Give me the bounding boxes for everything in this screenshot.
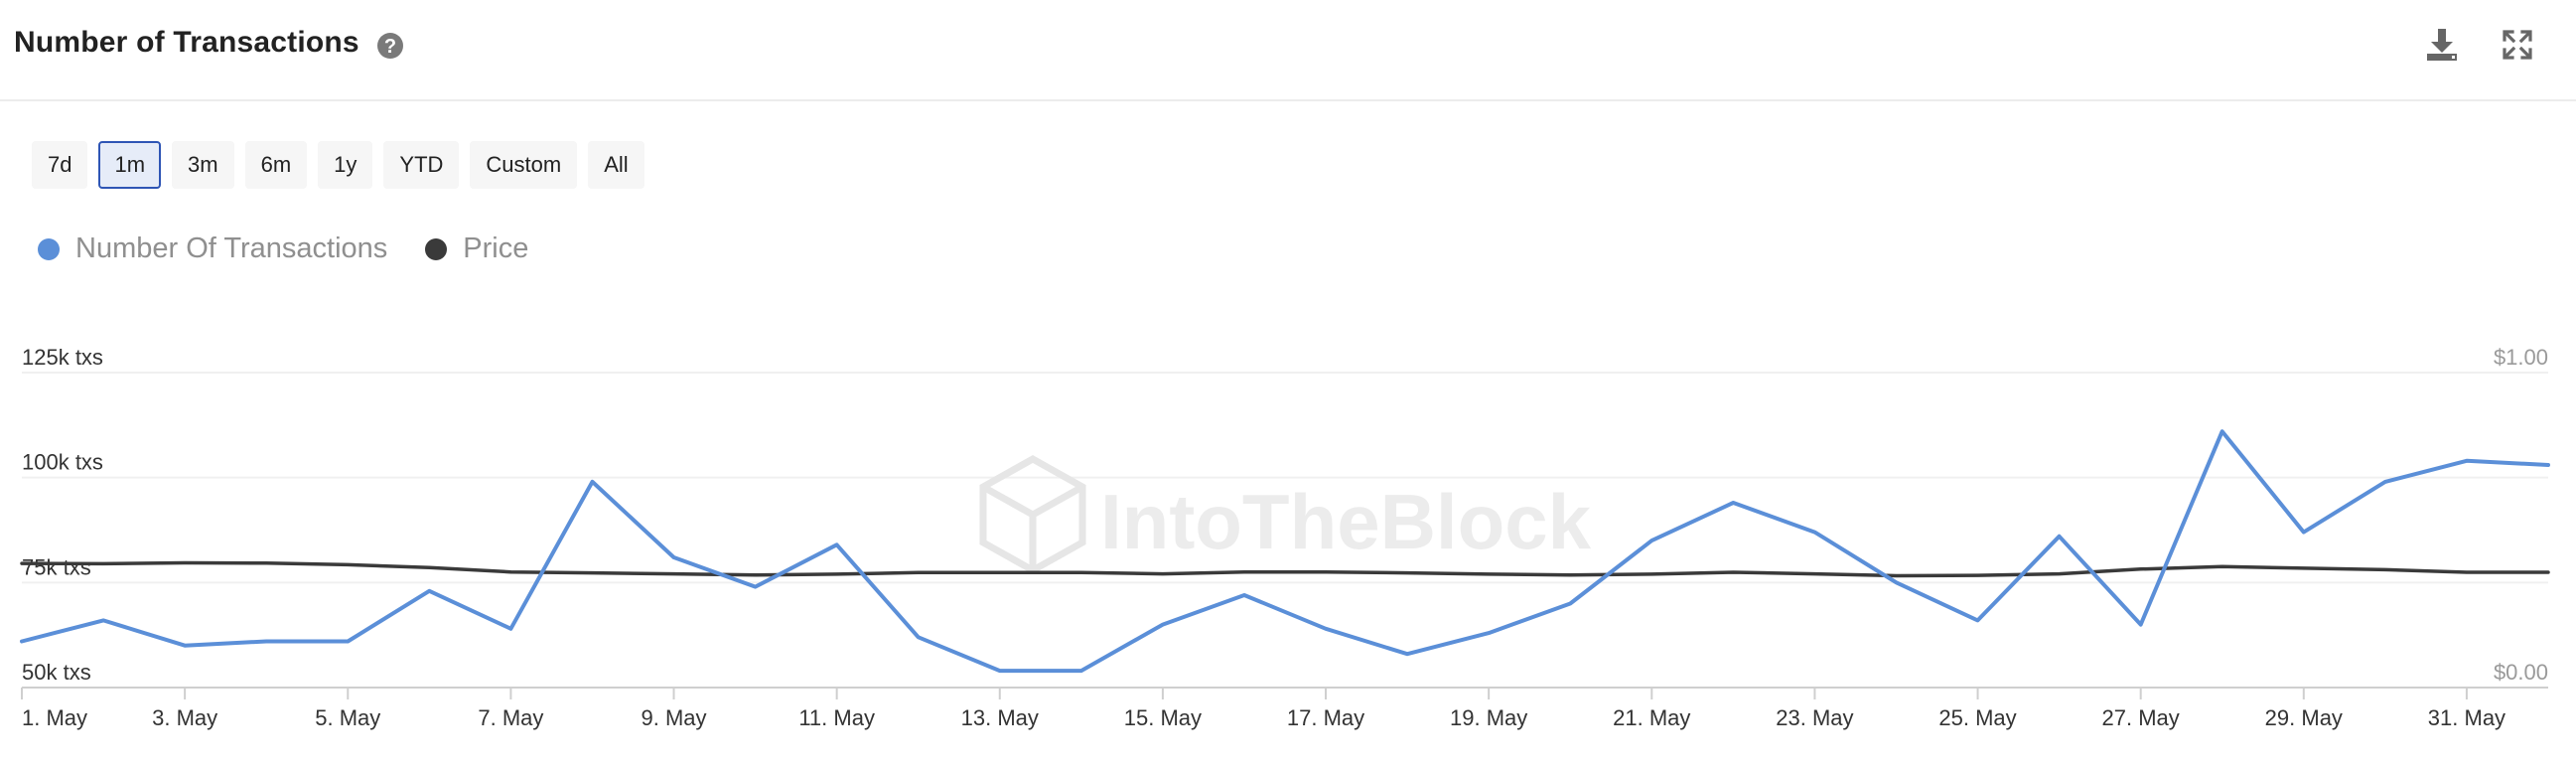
chart-legend: Number Of Transactions Price xyxy=(38,232,566,265)
x-tick-label: 29. May xyxy=(2265,705,2343,730)
legend-dot-price xyxy=(425,237,448,260)
legend-label-price: Price xyxy=(463,232,529,264)
x-tick-label: 5. May xyxy=(315,705,380,730)
x-tick-label: 15. May xyxy=(1124,705,1202,730)
x-tick-label: 7. May xyxy=(478,705,543,730)
y-left-tick-label: 75k txs xyxy=(22,554,91,579)
watermark: IntoTheBlock xyxy=(979,454,1592,575)
legend-item-price[interactable]: Price xyxy=(425,232,528,265)
grid-lines xyxy=(22,372,2548,584)
watermark-text: IntoTheBlock xyxy=(1100,478,1592,565)
x-tick-label: 9. May xyxy=(642,705,707,730)
y-left-tick-label: 100k txs xyxy=(22,450,103,475)
range-selector: 7d 1m 3m 6m 1y YTD Custom All xyxy=(32,141,644,189)
download-icon[interactable] xyxy=(2423,26,2461,64)
series-line-price[interactable] xyxy=(20,560,2550,578)
series-line-transactions[interactable] xyxy=(20,429,2550,674)
axes: 50k txs 75k txs 100k txs 125k txs $0.00 $1.00… xyxy=(21,345,2548,730)
y-left-tick-label: 50k txs xyxy=(22,660,91,685)
range-1m-button[interactable]: 1m xyxy=(98,141,162,189)
y-right-tick-label: $0.00 xyxy=(2494,660,2548,685)
legend-label-transactions: Number Of Transactions xyxy=(75,232,388,264)
series xyxy=(20,429,2550,674)
x-tick-label: 27. May xyxy=(2102,705,2180,730)
range-custom-button[interactable]: Custom xyxy=(470,141,578,189)
legend-dot-transactions xyxy=(38,237,60,260)
y-left-tick-label: 125k txs xyxy=(22,345,103,370)
x-tick-label: 3. May xyxy=(152,705,217,730)
chart-header: Number of Transactions ? xyxy=(0,0,2576,101)
question-circle-icon[interactable]: ? xyxy=(375,31,405,61)
svg-text:?: ? xyxy=(384,36,396,58)
legend-item-transactions[interactable]: Number Of Transactions xyxy=(38,232,387,265)
y-right-tick-label: $1.00 xyxy=(2494,345,2548,370)
range-ytd-button[interactable]: YTD xyxy=(383,141,460,189)
x-tick-label: 1. May xyxy=(22,705,87,730)
range-6m-button[interactable]: 6m xyxy=(244,141,308,189)
x-tick-label: 11. May xyxy=(798,705,875,730)
range-1y-button[interactable]: 1y xyxy=(318,141,373,189)
x-tick-label: 13. May xyxy=(961,705,1039,730)
x-tick-label: 21. May xyxy=(1613,705,1690,730)
x-tick-label: 31. May xyxy=(2428,705,2505,730)
x-tick-label: 23. May xyxy=(1776,705,1853,730)
x-tick-label: 25. May xyxy=(1938,705,2016,730)
expand-icon[interactable] xyxy=(2501,28,2534,62)
x-tick-label: 19. May xyxy=(1450,705,1527,730)
range-all-button[interactable]: All xyxy=(588,141,644,189)
x-tick-label: 17. May xyxy=(1287,705,1364,730)
chart-title: Number of Transactions xyxy=(14,26,359,59)
range-7d-button[interactable]: 7d xyxy=(32,141,88,189)
range-3m-button[interactable]: 3m xyxy=(172,141,234,189)
